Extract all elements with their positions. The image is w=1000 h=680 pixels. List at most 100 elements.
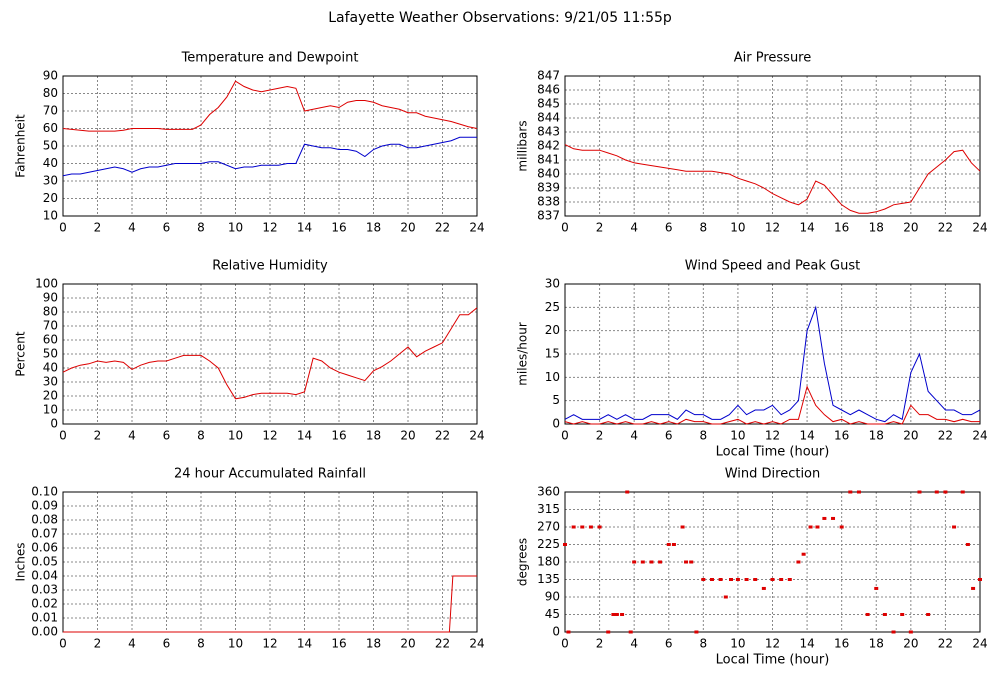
data-point <box>808 525 813 529</box>
panel-title: 24 hour Accumulated Rainfall <box>174 467 366 482</box>
y-tick-label: 10 <box>43 209 58 223</box>
panel-title: Wind Direction <box>725 467 821 482</box>
x-tick-label: 4 <box>630 429 638 443</box>
y-tick-label: 842 <box>537 139 560 153</box>
x-tick-label: 16 <box>834 637 849 651</box>
data-point <box>566 630 571 634</box>
x-tick-label: 0 <box>561 221 569 235</box>
x-tick-label: 4 <box>630 637 638 651</box>
y-tick-label: 225 <box>537 537 560 551</box>
x-tick-label: 12 <box>262 429 277 443</box>
x-tick-label: 8 <box>700 429 708 443</box>
data-point <box>735 578 740 581</box>
x-tick-label: 6 <box>163 429 171 443</box>
plot-frame <box>62 283 478 425</box>
x-tick-label: 24 <box>972 429 987 443</box>
data-point <box>779 578 784 581</box>
data-point <box>917 490 922 494</box>
data-line <box>62 80 478 132</box>
data-point <box>614 613 619 616</box>
data-point <box>978 578 982 581</box>
y-tick-label: 20 <box>43 389 58 403</box>
data-point <box>709 578 714 581</box>
x-tick-label: 8 <box>197 221 205 235</box>
x-tick-label: 14 <box>799 221 814 235</box>
data-point <box>632 560 637 564</box>
y-tick-label: 90 <box>545 590 560 604</box>
x-tick-label: 16 <box>331 221 346 235</box>
data-point <box>694 630 699 634</box>
data-point <box>649 560 654 564</box>
x-tick-label: 6 <box>163 637 171 651</box>
y-tick-label: 0.02 <box>31 597 58 611</box>
y-tick-label: 843 <box>537 125 560 139</box>
x-tick-label: 0 <box>59 221 67 235</box>
x-tick-label: 18 <box>869 429 884 443</box>
data-point <box>666 543 671 546</box>
x-tick-label: 22 <box>435 637 450 651</box>
data-point <box>563 543 567 546</box>
x-tick-label: 12 <box>765 429 780 443</box>
y-tick-label: 135 <box>537 572 560 586</box>
page-title: Lafayette Weather Observations: 9/21/05 … <box>328 10 672 26</box>
y-tick-label: 180 <box>537 555 560 569</box>
data-point <box>839 525 844 529</box>
y-tick-label: 80 <box>43 305 58 319</box>
x-tick-label: 10 <box>730 221 745 235</box>
x-tick-label: 24 <box>972 637 987 651</box>
y-tick-label: 30 <box>545 277 560 291</box>
x-tick-label: 8 <box>700 221 708 235</box>
x-tick-label: 24 <box>469 637 484 651</box>
y-tick-label: 0 <box>50 417 58 431</box>
data-point <box>620 613 625 616</box>
x-tick-label: 10 <box>730 429 745 443</box>
data-point <box>761 586 766 590</box>
x-tick-label: 18 <box>869 637 884 651</box>
y-tick-label: 40 <box>43 361 58 375</box>
x-tick-label: 20 <box>903 429 918 443</box>
x-tick-label: 22 <box>938 221 953 235</box>
y-tick-label: 0 <box>552 417 560 431</box>
y-axis-label: Percent <box>14 331 28 376</box>
x-tick-label: 18 <box>366 221 381 235</box>
y-tick-label: 25 <box>545 300 560 314</box>
x-tick-label: 24 <box>469 429 484 443</box>
data-point <box>770 578 775 581</box>
data-point <box>874 586 879 590</box>
x-tick-label: 14 <box>297 429 312 443</box>
y-tick-label: 840 <box>537 167 560 181</box>
data-point <box>684 560 689 564</box>
data-point <box>689 560 694 564</box>
data-point <box>796 560 801 564</box>
data-point <box>729 578 733 581</box>
x-axis-label: Local Time (hour) <box>716 445 830 460</box>
x-tick-label: 6 <box>163 221 171 235</box>
y-tick-label: 20 <box>545 323 560 337</box>
y-tick-label: 315 <box>537 502 560 516</box>
y-tick-label: 70 <box>43 319 58 333</box>
x-tick-label: 2 <box>596 637 604 651</box>
x-tick-label: 0 <box>561 637 569 651</box>
y-tick-label: 0.01 <box>31 611 58 625</box>
data-point <box>882 613 887 616</box>
y-tick-label: 30 <box>43 174 58 188</box>
x-tick-label: 10 <box>228 637 243 651</box>
data-point <box>822 516 827 520</box>
y-tick-label: 0.04 <box>31 569 58 583</box>
data-point <box>588 525 593 529</box>
y-tick-label: 20 <box>43 191 58 205</box>
y-tick-label: 0.03 <box>31 583 58 597</box>
y-tick-label: 15 <box>545 347 560 361</box>
y-tick-label: 360 <box>537 485 560 499</box>
x-tick-label: 0 <box>59 429 67 443</box>
panel-title: Air Pressure <box>734 51 812 66</box>
data-point <box>960 490 965 494</box>
y-tick-label: 841 <box>537 153 560 167</box>
x-tick-label: 24 <box>469 221 484 235</box>
data-point <box>680 525 685 529</box>
x-tick-label: 18 <box>869 221 884 235</box>
data-point <box>723 595 728 599</box>
